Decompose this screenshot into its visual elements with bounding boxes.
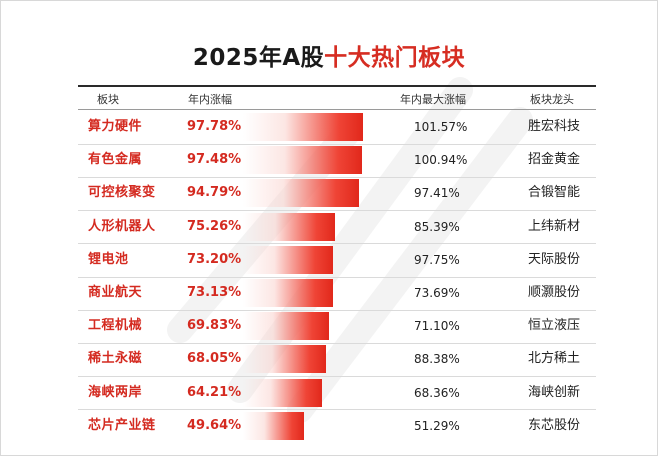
bar-9 [243, 378, 322, 407]
chart-title: 2025年A股十大热门板块 [0, 38, 658, 72]
row-gain-value: 69.83% [187, 318, 242, 334]
row-max-gain-value: 101.57% [414, 120, 468, 134]
row-sector-label: 稀土永磁 [88, 351, 143, 367]
row-gain-value: 97.48% [187, 152, 242, 168]
row-sector-label: 有色金属 [88, 152, 143, 168]
row-leader-name: 顺灏股份 [528, 285, 581, 300]
row-max-gain-value: 97.75% [414, 252, 460, 267]
header-gain: 年内涨幅 [188, 93, 232, 106]
row-gain-value: 75.26% [187, 218, 242, 234]
row-max-gain-value: 100.94% [414, 153, 468, 168]
bar-5 [243, 245, 333, 274]
row-max-gain-value: 85.39% [414, 219, 460, 234]
row-max-gain-value: 73.69% [414, 286, 460, 300]
bar-3 [243, 179, 360, 208]
header-max-gain: 年内最大涨幅 [400, 93, 466, 106]
header-sector: 板块 [97, 93, 119, 106]
bar-2 [243, 146, 363, 175]
row-separator [78, 210, 596, 212]
row-separator [78, 409, 596, 411]
bar-4 [243, 212, 336, 241]
bar-10 [243, 411, 304, 440]
row-gain-value: 73.20% [187, 251, 242, 267]
row-separator [78, 176, 596, 178]
row-leader-name: 东芯股份 [528, 417, 581, 433]
row-max-gain-value: 88.38% [414, 352, 460, 367]
header-rule [78, 109, 596, 110]
row-sector-label: 芯片产业链 [88, 417, 156, 433]
bar-1 [243, 113, 363, 141]
title-part-highlight: 十大热门板块 [324, 45, 466, 71]
row-sector-label: 算力硬件 [88, 119, 143, 134]
row-sector-label: 人形机器人 [88, 218, 156, 234]
bar-7 [243, 312, 329, 341]
row-gain-value: 73.13% [187, 285, 242, 300]
title-part-main: 2025年A股 [192, 45, 325, 71]
row-separator [78, 376, 596, 378]
row-max-gain-value: 68.36% [414, 385, 460, 400]
row-leader-name: 北方稀土 [528, 351, 581, 367]
row-separator [78, 276, 596, 278]
row-leader-name: 海峡创新 [528, 384, 581, 400]
row-sector-label: 商业航天 [88, 285, 143, 300]
row-sector-label: 海峡两岸 [88, 384, 143, 400]
row-leader-name: 胜宏科技 [528, 119, 581, 134]
row-gain-value: 64.21% [187, 384, 242, 400]
row-max-gain-value: 51.29% [414, 418, 460, 433]
row-separator [78, 309, 596, 311]
row-sector-label: 可控核聚变 [88, 185, 156, 201]
row-leader-name: 恒立液压 [528, 318, 581, 334]
row-gain-value: 97.78% [187, 119, 242, 134]
row-max-gain-value: 97.41% [414, 186, 460, 201]
header-leader: 板块龙头 [530, 93, 574, 106]
row-leader-name: 上纬新材 [528, 218, 581, 234]
row-sector-label: 工程机械 [88, 318, 143, 334]
row-leader-name: 招金黄金 [528, 152, 581, 168]
row-sector-label: 锂电池 [88, 251, 129, 267]
row-gain-value: 68.05% [187, 351, 242, 367]
row-separator [78, 243, 596, 245]
row-max-gain-value: 71.10% [414, 319, 460, 334]
bar-6 [243, 279, 333, 307]
row-separator [78, 143, 596, 145]
bar-8 [243, 345, 327, 374]
top-rule [78, 85, 596, 87]
row-leader-name: 合锻智能 [528, 185, 581, 201]
row-gain-value: 49.64% [187, 417, 242, 433]
row-gain-value: 94.79% [187, 185, 242, 201]
row-separator [78, 342, 596, 344]
row-leader-name: 天际股份 [528, 251, 581, 267]
